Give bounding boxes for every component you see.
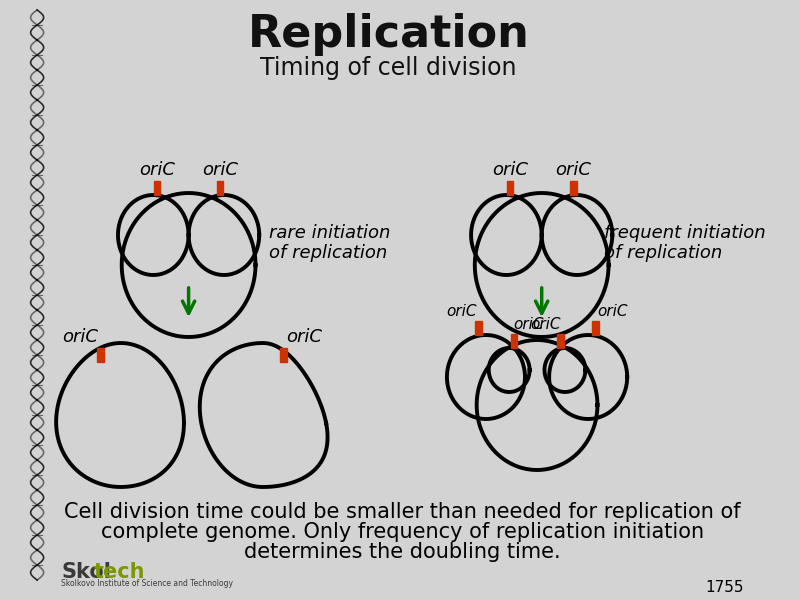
Bar xyxy=(592,321,599,335)
Text: oriC: oriC xyxy=(62,328,98,346)
Text: Skol: Skol xyxy=(62,562,111,582)
Text: oriC: oriC xyxy=(202,161,238,179)
Bar xyxy=(280,348,286,362)
Bar xyxy=(570,181,577,195)
Bar xyxy=(97,348,103,362)
Bar xyxy=(557,334,563,348)
Text: oriC: oriC xyxy=(139,161,175,179)
Text: oriC: oriC xyxy=(514,317,544,332)
Text: oriC: oriC xyxy=(286,328,322,346)
Bar xyxy=(217,181,223,195)
Text: Cell division time could be smaller than needed for replication of: Cell division time could be smaller than… xyxy=(64,502,741,522)
Text: determines the doubling time.: determines the doubling time. xyxy=(244,542,561,562)
Text: complete genome. Only frequency of replication initiation: complete genome. Only frequency of repli… xyxy=(101,522,704,542)
Text: rare initiation
of replication: rare initiation of replication xyxy=(270,224,391,262)
Text: Timing of cell division: Timing of cell division xyxy=(260,56,517,80)
Text: oriC: oriC xyxy=(492,161,528,179)
Text: Replication: Replication xyxy=(247,13,530,56)
Text: oriC: oriC xyxy=(597,304,627,319)
Bar xyxy=(154,181,160,195)
Text: oriC: oriC xyxy=(530,317,561,332)
Bar xyxy=(507,181,514,195)
Text: oriC: oriC xyxy=(446,304,477,319)
Bar xyxy=(510,334,517,348)
Text: Skolkovo Institute of Science and Technology: Skolkovo Institute of Science and Techno… xyxy=(62,580,234,589)
Text: oriC: oriC xyxy=(555,161,591,179)
Bar xyxy=(475,321,482,335)
Text: tech: tech xyxy=(94,562,146,582)
Text: 1755: 1755 xyxy=(706,581,744,595)
Text: frequent initiation
of replication: frequent initiation of replication xyxy=(604,224,766,262)
